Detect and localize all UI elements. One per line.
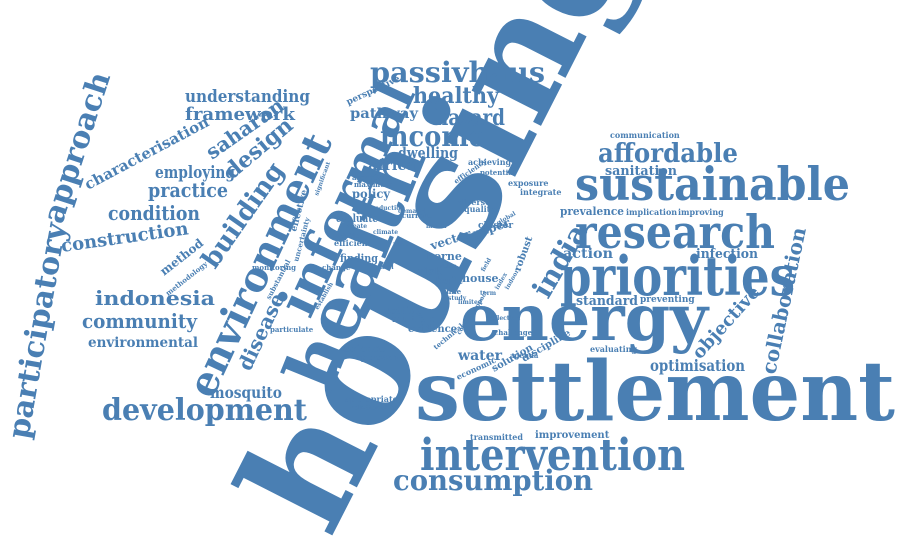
word-dwelling: dwelling bbox=[398, 144, 458, 162]
word-evidence: evidence bbox=[408, 324, 457, 335]
word-evaluate: evaluate bbox=[336, 212, 378, 225]
word-income: income bbox=[380, 120, 485, 153]
word-infection: infection bbox=[696, 247, 759, 262]
word-settlement: settlement bbox=[415, 344, 895, 440]
word-limited: limited bbox=[458, 299, 483, 306]
word-mosquito: mosquito bbox=[210, 383, 282, 402]
word-approach-small: approach bbox=[356, 352, 398, 362]
word-finding: finding bbox=[340, 252, 378, 265]
word-exposure: exposure bbox=[508, 178, 548, 188]
word-sanitation: sanitation bbox=[605, 164, 678, 179]
word-term: term bbox=[480, 290, 497, 297]
word-house: house bbox=[462, 272, 499, 285]
word-environmental: environmental bbox=[88, 335, 198, 351]
word-reflection: reflection bbox=[488, 315, 521, 322]
word-change: change bbox=[322, 263, 351, 272]
word-employing: employing bbox=[155, 163, 235, 183]
word-monitoring: monitoring bbox=[252, 263, 296, 272]
word-borne: borne bbox=[426, 250, 462, 263]
word-potential: potential bbox=[480, 168, 516, 177]
word-community: community bbox=[82, 309, 198, 333]
word-agenda: agenda bbox=[510, 351, 539, 360]
word-current: current bbox=[402, 211, 432, 220]
word-africa: africa bbox=[368, 156, 416, 174]
word-quality: quality bbox=[464, 204, 495, 214]
word-model: model bbox=[426, 223, 447, 230]
word-understanding: understanding bbox=[185, 87, 310, 107]
word-efficient: efficient bbox=[334, 238, 372, 248]
word-maximum: maximum bbox=[354, 180, 393, 189]
word-energy: energy bbox=[460, 281, 710, 356]
word-healthy: healthy bbox=[413, 83, 500, 109]
word-risk: risk bbox=[418, 265, 442, 278]
word-pilot: pilot bbox=[393, 241, 409, 248]
word-achieving: achieving bbox=[468, 157, 512, 167]
word-particulate: particulate bbox=[270, 325, 314, 334]
word-prevalence: prevalence bbox=[560, 205, 624, 218]
word-chile: chile bbox=[442, 287, 462, 296]
word-enrol: enrol bbox=[376, 264, 394, 271]
word-multiple: multiple bbox=[392, 315, 435, 325]
word-framework: framework bbox=[185, 104, 296, 125]
word-hazard: hazard bbox=[435, 105, 505, 131]
word-built: built bbox=[436, 276, 463, 287]
word-integrate: integrate bbox=[520, 187, 561, 197]
word-appropriate: appropriate bbox=[345, 394, 398, 404]
word-affordable: affordable bbox=[598, 139, 738, 169]
word-create: create bbox=[346, 223, 367, 230]
word-passivhaus: passivhaus bbox=[370, 56, 545, 89]
word-practice: practice bbox=[148, 178, 228, 202]
word-diverse: diverse bbox=[458, 197, 490, 207]
word-provide: provide bbox=[334, 233, 359, 240]
word-water: water bbox=[457, 348, 503, 364]
word-archetype: archetype bbox=[352, 173, 391, 182]
word-reduction: reduction bbox=[372, 205, 405, 212]
word-standard: standard bbox=[576, 294, 638, 309]
word-approach: approach bbox=[36, 67, 118, 227]
word-communication: communication bbox=[610, 130, 680, 140]
word-study: study bbox=[448, 295, 467, 302]
word-cluster: cluster bbox=[478, 221, 513, 231]
word-research: research bbox=[575, 205, 775, 259]
word-preventing: preventing bbox=[640, 295, 695, 305]
word-setting: setting bbox=[384, 306, 423, 317]
word-indonesia: indonesia bbox=[95, 286, 215, 310]
word-sustainable: sustainable bbox=[575, 157, 850, 211]
word-challenge: challenge bbox=[494, 328, 533, 337]
word-demand: demand bbox=[398, 208, 426, 215]
word-relationship: relationship bbox=[350, 403, 398, 412]
word-climate: climate bbox=[373, 229, 398, 236]
word-science: science bbox=[344, 344, 386, 355]
word-priorities: priorities bbox=[560, 244, 795, 308]
word-improvement: improvement bbox=[535, 430, 610, 441]
word-pathway: pathway bbox=[350, 106, 419, 122]
word-evaluating: evaluating bbox=[590, 344, 638, 354]
word-transmitted: transmitted bbox=[470, 432, 523, 442]
word-implication: implication bbox=[626, 207, 677, 217]
word-action: action bbox=[563, 246, 613, 262]
word-intervention: intervention bbox=[420, 430, 685, 481]
word-policy: policy bbox=[352, 187, 391, 201]
word-condition: condition bbox=[108, 201, 200, 225]
word-consumption: consumption bbox=[393, 464, 593, 497]
word-optimisation: optimisation bbox=[650, 356, 745, 375]
word-state: state bbox=[440, 263, 457, 270]
word-development: development bbox=[102, 393, 307, 428]
word-improving: improving bbox=[678, 207, 724, 217]
